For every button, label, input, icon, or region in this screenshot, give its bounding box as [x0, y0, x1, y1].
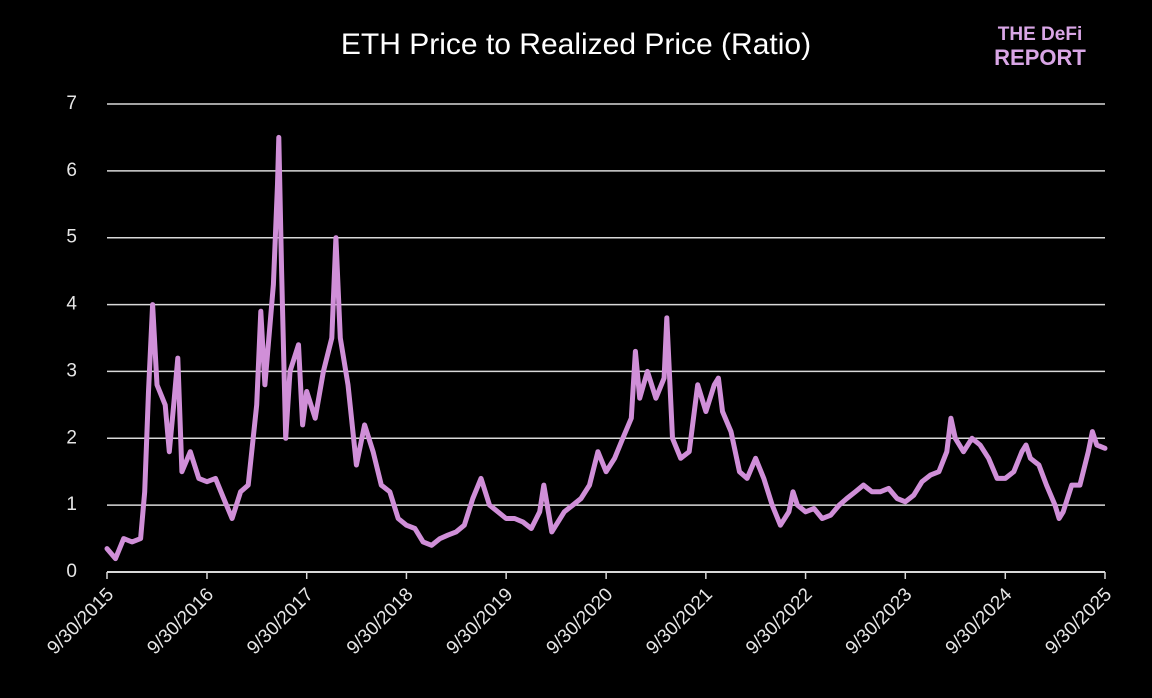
y-tick-label: 2	[66, 427, 77, 448]
y-tick-label: 5	[66, 227, 77, 248]
chart-title: ETH Price to Realized Price (Ratio)	[341, 28, 811, 61]
y-tick-label: 4	[66, 294, 77, 315]
y-tick-label: 0	[66, 561, 77, 582]
watermark: REPORT	[994, 45, 1086, 70]
data-line	[104, 134, 1108, 562]
y-tick-label: 3	[66, 360, 77, 381]
y-tick-label: 1	[66, 494, 77, 515]
y-tick-label: 6	[66, 160, 77, 181]
y-tick-label: 7	[66, 93, 77, 114]
watermark: THE DeFi	[998, 24, 1082, 45]
